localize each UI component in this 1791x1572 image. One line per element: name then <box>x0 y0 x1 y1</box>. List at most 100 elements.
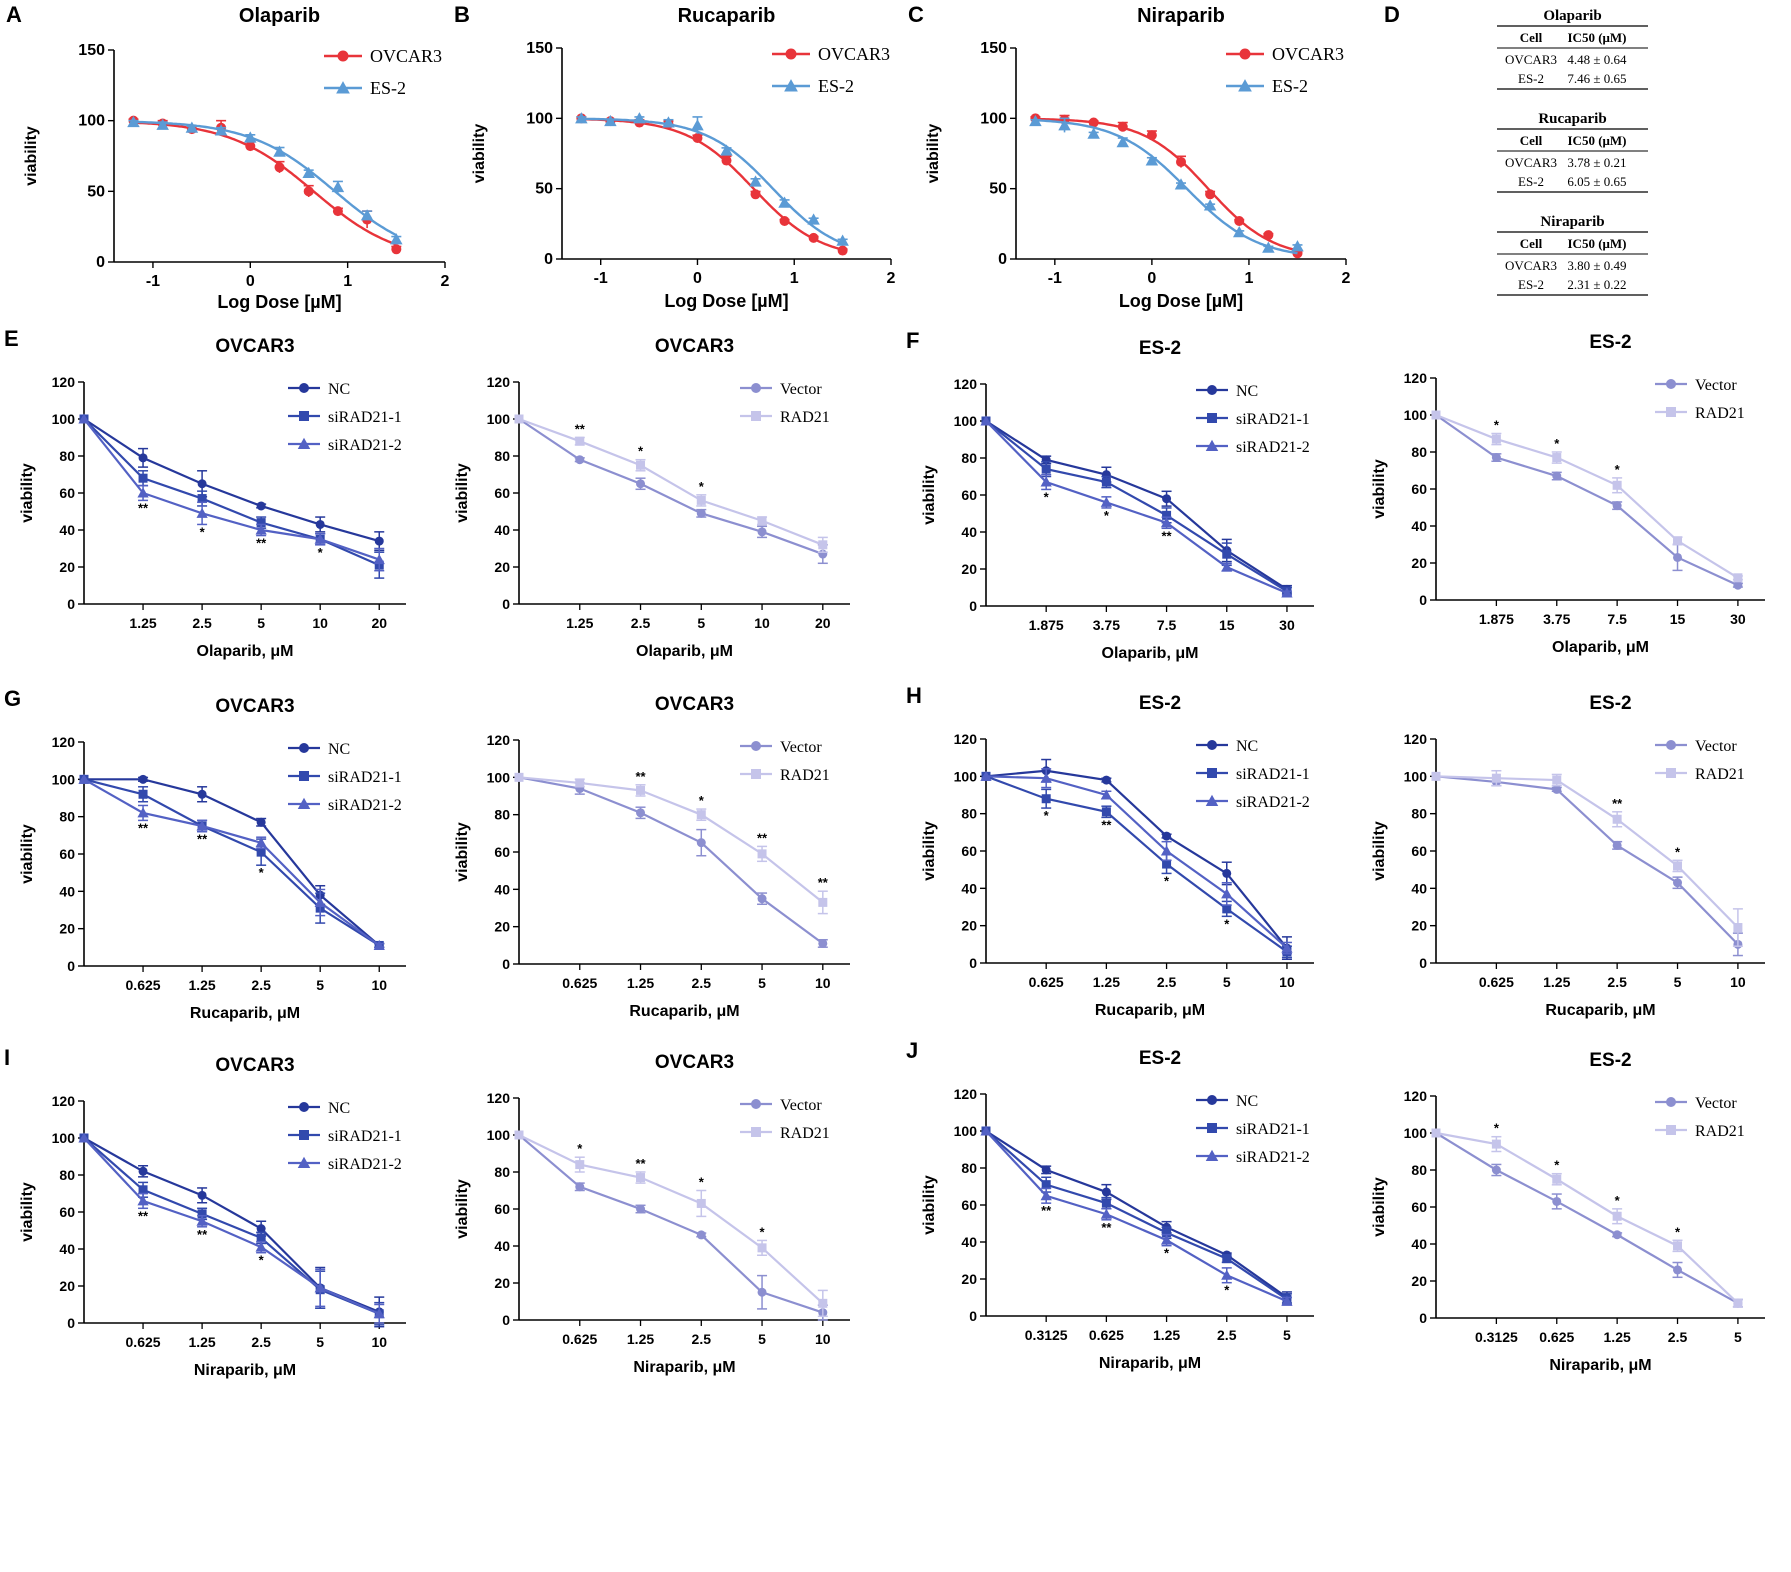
panel-c-data-point <box>1146 130 1157 141</box>
panel-j-knockdown-series-sirad21-2 <box>980 1125 1293 1306</box>
panel-e-overexpression-series-vector <box>514 414 828 565</box>
panel-h-knockdown-xtick-label: 5 <box>1223 974 1231 990</box>
panel-h-knockdown-xlabel: Rucaparib, μM <box>1095 1002 1205 1019</box>
panel-h-knockdown-data-point <box>1162 859 1172 869</box>
panel-f-overexpression-data-point <box>1552 471 1562 481</box>
panel-c-data-point <box>1291 240 1304 252</box>
panel-e-knockdown-ytick-label: 80 <box>59 448 75 464</box>
panel-f-knockdown-ylabel: viability <box>921 465 938 525</box>
panel-f-knockdown-data-point <box>1222 549 1232 559</box>
panel-c-title: Niraparib <box>1137 5 1225 27</box>
panel-c-data-point <box>1116 135 1130 148</box>
panel-j-knockdown-data-point <box>1222 1254 1232 1264</box>
panel-a-data-point <box>303 186 314 197</box>
panel-e-knockdown-significance-mark: ** <box>256 536 267 551</box>
table-header-ic50: IC50 (μM) <box>1568 236 1627 251</box>
panel-f-overexpression-xtick-label: 1.875 <box>1479 611 1514 627</box>
panel-j-overexpression-ylabel: viability <box>1371 1177 1388 1237</box>
panel-g-overexpression-ytick-label: 60 <box>494 844 510 860</box>
panel-e-overexpression-data-point <box>514 414 524 424</box>
panel-b-ytick-label: 50 <box>535 181 553 198</box>
panel-f-overexpression-data-point <box>1673 552 1683 562</box>
panel-g-knockdown-series-line <box>83 778 380 947</box>
panel-b-data-point <box>750 189 761 200</box>
panel-f-overexpression-xtick-label: 3.75 <box>1543 611 1570 627</box>
panel-j-knockdown-ylabel: viability <box>921 1175 938 1235</box>
panel-g-overexpression-ytick-label: 0 <box>502 956 510 972</box>
panel-g-overexpression-title: OVCAR3 <box>655 694 734 715</box>
panel-c-data-point <box>1263 230 1274 241</box>
panel-i-knockdown-data-point <box>78 1132 90 1143</box>
panel-j-overexpression-xtick-label: 1.25 <box>1604 1329 1631 1345</box>
panel-j-overexpression-legend-label: RAD21 <box>1695 1123 1745 1140</box>
panel-c-xlabel: Log Dose [µM] <box>1119 291 1243 311</box>
panel-i-knockdown-title: OVCAR3 <box>215 1055 294 1076</box>
panel-e-knockdown-data-point <box>196 507 208 518</box>
panel-g-knockdown-data-point <box>197 789 207 799</box>
panel-a-ytick-label: 0 <box>96 254 105 271</box>
panel-j-knockdown-series-line <box>985 1130 1288 1301</box>
panel-c-legend-label: ES-2 <box>1272 76 1308 96</box>
panel-h-knockdown-series-line <box>985 769 1288 949</box>
panel-j-knockdown-series-line <box>985 1130 1288 1303</box>
panel-f-knockdown-data-point <box>1162 510 1172 520</box>
panel-h-overexpression-data-point <box>1552 775 1562 785</box>
panel-h-overexpression-ytick-label: 60 <box>1411 843 1427 859</box>
panel-i-overexpression-significance-mark: ** <box>635 1156 646 1171</box>
panel-i-knockdown-data-point <box>196 1215 208 1226</box>
panel-j-overexpression-ytick-label: 20 <box>1411 1273 1427 1289</box>
panel-j-overexpression-data-point <box>1612 1211 1622 1221</box>
panel-g-knockdown-xtick-label: 1.25 <box>188 977 215 993</box>
panel-j-overexpression-xtick-label: 2.5 <box>1668 1329 1688 1345</box>
panel-h-overexpression-series-line <box>1435 775 1739 929</box>
table-cell-line: OVCAR3 <box>1505 155 1557 170</box>
panel-j-knockdown-data-point <box>1041 1180 1051 1190</box>
panel-j-knockdown-data-point <box>1040 1190 1052 1201</box>
panel-b-data-point <box>779 216 790 227</box>
panel-e-overexpression-ytick-label: 40 <box>494 522 510 538</box>
panel-e-knockdown-ylabel: viability <box>19 463 36 523</box>
panel-f-knockdown-significance-mark: * <box>1104 508 1110 523</box>
panel-g-overexpression-ytick-label: 20 <box>494 919 510 935</box>
panel-h-overexpression-series-rad21 <box>1431 769 1743 947</box>
panel-h-knockdown-ytick-label: 20 <box>961 918 977 934</box>
panel-e-knockdown-data-point <box>314 533 326 544</box>
panel-j-knockdown-legend-marker <box>1205 1149 1219 1161</box>
panel-h-knockdown-legend-marker <box>1207 768 1217 778</box>
panel-h-overexpression-ytick-label: 120 <box>1404 731 1428 747</box>
panel-h-overexpression-xlabel: Rucaparib, μM <box>1545 1002 1655 1019</box>
panel-e-overexpression-legend-marker <box>751 411 761 421</box>
panel-i-knockdown-xtick-label: 5 <box>316 1334 324 1350</box>
ic50-table-title: Niraparib <box>1540 214 1604 230</box>
panel-f-knockdown-xtick-label: 7.5 <box>1157 617 1177 633</box>
panel-g-knockdown-title: OVCAR3 <box>215 696 294 717</box>
panel-i-overexpression-data-point <box>575 1160 585 1170</box>
panel-f-overexpression-series-rad21 <box>1431 410 1743 583</box>
panel-b-data-point <box>692 133 703 144</box>
panel-j-overexpression-data-point <box>1673 1265 1683 1275</box>
panel-f-overexpression-xlabel: Olaparib, μM <box>1552 639 1649 656</box>
panel-j-knockdown-xtick-label: 0.3125 <box>1025 1327 1068 1343</box>
panel-g-knockdown-ytick-label: 0 <box>67 958 75 974</box>
panel-e-knockdown-series-line <box>83 418 380 561</box>
panel-h-knockdown-data-point <box>1101 775 1111 785</box>
panel-e-overexpression-data-point <box>575 436 585 446</box>
panel-i-overexpression-xtick-label: 5 <box>758 1331 766 1347</box>
panel-j-knockdown-data-point <box>1221 1269 1233 1280</box>
panel-e-overexpression-significance-mark: ** <box>575 422 586 437</box>
panel-a-ytick-label: 100 <box>78 113 105 130</box>
panel-h-knockdown-series-line <box>985 775 1288 953</box>
panel-h-knockdown-ytick-label: 40 <box>961 880 977 896</box>
panel-h-overexpression-significance-mark: * <box>1675 844 1681 859</box>
panel-a-xtick-label: 0 <box>246 273 255 290</box>
panel-h-overexpression-data-point <box>1612 840 1622 850</box>
panel-j-knockdown-ytick-label: 0 <box>969 1308 977 1324</box>
panel-b-ytick-label: 150 <box>526 40 553 57</box>
panel-g-overexpression-xtick-label: 0.625 <box>562 975 597 991</box>
panel-i-knockdown-ytick-label: 80 <box>59 1167 75 1183</box>
panel-j-overexpression-data-point <box>1552 1174 1562 1184</box>
panel-c-ytick-label: 0 <box>998 251 1007 268</box>
panel-c-series-ovcar3 <box>1030 113 1303 259</box>
